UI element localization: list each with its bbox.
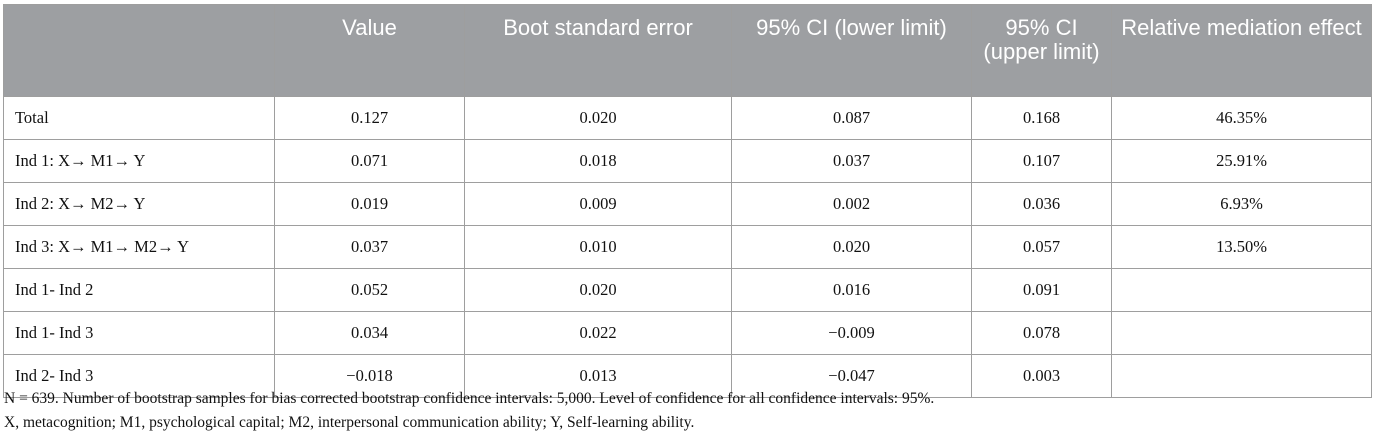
table-row: Ind 1- Ind 3 0.034 0.022 −0.009 0.078 <box>3 311 1372 355</box>
relative-effect-cell: 46.35% <box>1111 96 1372 140</box>
relative-effect-cell: 13.50% <box>1111 225 1372 269</box>
ci-lower-cell: −0.009 <box>731 311 972 355</box>
column-header-ci-upper: 95% CI (upper limit) <box>971 4 1112 97</box>
boot-se-cell: 0.020 <box>464 268 732 312</box>
ci-upper-cell: 0.168 <box>971 96 1112 140</box>
relative-effect-cell: 25.91% <box>1111 139 1372 183</box>
ci-upper-cell: 0.091 <box>971 268 1112 312</box>
ci-upper-cell: 0.003 <box>971 354 1112 398</box>
footnote-abbreviations: X, metacognition; M1, psychological capi… <box>4 414 695 431</box>
ci-upper-cell: 0.107 <box>971 139 1112 183</box>
value-cell: 0.034 <box>274 311 465 355</box>
table-row: Ind 3: X→ M1→ M2→ Y 0.037 0.010 0.020 0.057 1… <box>3 225 1372 269</box>
relative-effect-cell <box>1111 311 1372 355</box>
ci-lower-cell: 0.002 <box>731 182 972 226</box>
column-header-label <box>3 4 275 97</box>
ci-upper-cell: 0.057 <box>971 225 1112 269</box>
column-header-relative-effect: Relative mediation effect <box>1111 4 1372 97</box>
boot-se-cell: 0.018 <box>464 139 732 183</box>
row-label: Ind 1: X→ M1→ Y <box>3 139 275 183</box>
header-row: Value Boot standard error 95% CI (lower … <box>3 4 1372 97</box>
value-cell: 0.019 <box>274 182 465 226</box>
mediation-effects-table: Value Boot standard error 95% CI (lower … <box>3 4 1372 398</box>
boot-se-cell: 0.022 <box>464 311 732 355</box>
row-label: Ind 1- Ind 3 <box>3 311 275 355</box>
boot-se-cell: 0.009 <box>464 182 732 226</box>
row-label: Ind 2- Ind 3 <box>3 354 275 398</box>
ci-lower-cell: 0.087 <box>731 96 972 140</box>
ci-lower-cell: 0.037 <box>731 139 972 183</box>
ci-upper-cell: 0.078 <box>971 311 1112 355</box>
mediation-table-container: Value Boot standard error 95% CI (lower … <box>3 4 1372 398</box>
value-cell: 0.037 <box>274 225 465 269</box>
table-row: Ind 2: X→ M2→ Y 0.019 0.009 0.002 0.036 6.93% <box>3 182 1372 226</box>
ci-lower-cell: 0.020 <box>731 225 972 269</box>
table-row: Ind 2- Ind 3 −0.018 0.013 −0.047 0.003 <box>3 354 1372 398</box>
relative-effect-cell <box>1111 354 1372 398</box>
ci-upper-cell: 0.036 <box>971 182 1112 226</box>
footnote-sample-info: N = 639. Number of bootstrap samples for… <box>4 390 935 407</box>
table-row: Ind 1: X→ M1→ Y 0.071 0.018 0.037 0.107 25.91… <box>3 139 1372 183</box>
row-label: Ind 3: X→ M1→ M2→ Y <box>3 225 275 269</box>
table-row: Total 0.127 0.020 0.087 0.168 46.35% <box>3 96 1372 140</box>
column-header-value: Value <box>274 4 465 97</box>
value-cell: 0.127 <box>274 96 465 140</box>
ci-lower-cell: 0.016 <box>731 268 972 312</box>
row-label: Total <box>3 96 275 140</box>
table-footnotes: N = 639. Number of bootstrap samples for… <box>4 387 934 435</box>
column-header-boot-se: Boot standard error <box>464 4 732 97</box>
row-label: Ind 1- Ind 2 <box>3 268 275 312</box>
table-header: Value Boot standard error 95% CI (lower … <box>3 4 1372 97</box>
boot-se-cell: 0.010 <box>464 225 732 269</box>
row-label: Ind 2: X→ M2→ Y <box>3 182 275 226</box>
value-cell: −0.018 <box>274 354 465 398</box>
value-cell: 0.071 <box>274 139 465 183</box>
column-header-ci-lower: 95% CI (lower limit) <box>731 4 972 97</box>
relative-effect-cell <box>1111 268 1372 312</box>
ci-lower-cell: −0.047 <box>731 354 972 398</box>
boot-se-cell: 0.020 <box>464 96 732 140</box>
value-cell: 0.052 <box>274 268 465 312</box>
relative-effect-cell: 6.93% <box>1111 182 1372 226</box>
table-row: Ind 1- Ind 2 0.052 0.020 0.016 0.091 <box>3 268 1372 312</box>
table-body: Total 0.127 0.020 0.087 0.168 46.35% Ind 1: X→… <box>3 96 1372 398</box>
